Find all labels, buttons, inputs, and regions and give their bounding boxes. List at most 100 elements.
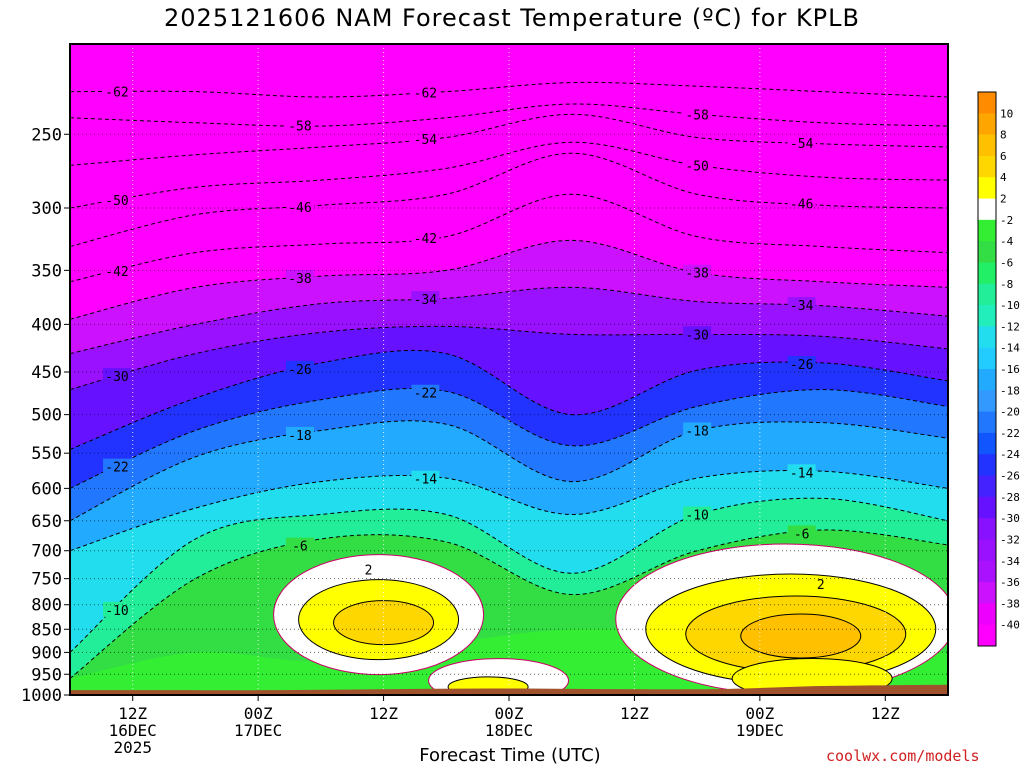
colorbar-frame (977, 91, 997, 647)
x-axis-label: Forecast Time (UTC) (419, 745, 601, 766)
y-tick-label: 900 (31, 643, 62, 663)
isotherm-label--18: -18 (685, 424, 708, 439)
y-tick-label: 1000 (21, 686, 62, 706)
isotherm-label-bg (103, 192, 132, 208)
colorbar-swatch (978, 155, 996, 178)
isotherm-label-bg (787, 464, 816, 480)
isotherm-label--26: -26 (790, 358, 813, 373)
colorbar-swatch (978, 390, 996, 413)
colorbar-swatch (978, 475, 996, 498)
colorbar-label: 8 (1000, 129, 1007, 142)
x-tick-label: 16DEC (109, 721, 157, 740)
y-tick-label: 950 (31, 665, 62, 685)
plot-area: -62 -62-58-58-54 -54-50-50 -46-46-42-42-38-… (70, 44, 948, 695)
isotherm-label-bg (787, 356, 816, 372)
isotherm-label-bg (787, 525, 816, 541)
colorbar-label: -32 (1000, 533, 1020, 546)
colorbar-label: -10 (1000, 299, 1020, 312)
y-tick-label: 750 (31, 570, 62, 590)
x-tick-label: 00Z (495, 704, 524, 723)
warm-region-label: 2 (817, 578, 825, 593)
isotherm-label-bg (285, 198, 314, 214)
isotherm-line--50 (70, 141, 948, 209)
isotherm-label-bg (683, 422, 712, 438)
colorbar-label: -4 (1000, 235, 1014, 248)
x-tick-label: 12Z (118, 704, 147, 723)
colorbar-label: 2 (1000, 193, 1007, 206)
y-tick-label: 850 (31, 620, 62, 640)
isotherm-label-bg (787, 134, 816, 150)
y-tick-label: 500 (31, 406, 62, 426)
isotherm-label--42: -42 (105, 265, 128, 280)
isotherm-label--14: -14 (414, 473, 438, 488)
isotherm-label-bg (103, 601, 132, 617)
warm-region-1-plus4 (333, 600, 435, 646)
y-tick-label: 800 (31, 596, 62, 616)
colorbar-swatch (978, 603, 996, 626)
colorbar-swatch (978, 198, 996, 221)
colorbar-swatch (978, 432, 996, 455)
isotherm-label-bg (285, 117, 314, 133)
colorbar-label: -40 (1000, 619, 1020, 632)
isotherm-label--10: -10 (105, 604, 128, 619)
isotherm-line--18 (70, 420, 948, 522)
y-tick-label: 650 (31, 512, 62, 532)
isotherm-label--46: -46 (790, 197, 813, 212)
isotherm-label--54: -54 (790, 137, 814, 152)
isotherm-label--14: -14 (790, 466, 814, 481)
isotherm-label-bg (683, 326, 712, 342)
ground-terrain (70, 684, 948, 695)
y-tick-label: 550 (31, 444, 62, 464)
x-tick-label: 17DEC (234, 721, 282, 740)
y-tick-label: 700 (31, 542, 62, 562)
colorbar-label: -6 (1000, 256, 1013, 269)
warm-region-2-plus6 (740, 613, 862, 659)
isotherm-label--22: -22 (414, 387, 437, 402)
colorbar-swatch (978, 454, 996, 477)
colorbar-swatch (978, 582, 996, 604)
colorbar-label: -8 (1000, 278, 1013, 291)
colorbar-swatch (978, 326, 996, 349)
y-tick-label: 400 (31, 315, 62, 335)
isotherm-label-bg (683, 106, 712, 122)
x-tick-label: 18DEC (485, 721, 533, 740)
x-tick-label: 00Z (745, 704, 774, 723)
chart-title: 2025121606 NAM Forecast Temperature (ºC)… (164, 4, 860, 32)
colorbar-label: -16 (1000, 363, 1020, 376)
y-tick-label: 300 (31, 199, 62, 219)
colorbar-swatch (978, 369, 996, 391)
isotherm-label-bg (285, 269, 314, 285)
isotherm-label--38: -38 (685, 267, 708, 282)
isotherm-label-bg (411, 84, 440, 100)
isotherm-label-bg (103, 262, 132, 278)
isotherm-label--58: -58 (288, 120, 311, 135)
isotherm-label--30: -30 (685, 328, 708, 343)
isotherm-label--42: -42 (414, 232, 437, 247)
colorbar-label: -14 (1000, 342, 1020, 355)
isotherm-line--38 (70, 239, 948, 320)
isotherm-label-bg (683, 157, 712, 173)
colorbar-swatch (978, 219, 996, 242)
isotherm-label--50: -50 (685, 159, 708, 174)
colorbar-label: -30 (1000, 512, 1020, 525)
isotherm-label-bg (103, 458, 132, 474)
isotherm-label-bg (285, 426, 314, 442)
colorbar-swatch (978, 624, 996, 647)
isotherm-label--34: -34 (414, 293, 438, 308)
isotherm-line--10 (70, 497, 948, 653)
isotherm-label-bg (411, 229, 440, 245)
colorbar-label: 6 (1000, 150, 1007, 163)
isotherm-label--30: -30 (105, 370, 128, 385)
isotherm-label--10: -10 (685, 508, 708, 523)
x-tick-label: 12Z (369, 704, 398, 723)
colorbar-swatch (978, 241, 996, 263)
isotherm-label--6: -6 (794, 527, 810, 542)
isotherm-label--46: -46 (288, 201, 311, 216)
colorbar-label: -18 (1000, 384, 1020, 397)
x-tick-label: 12Z (871, 704, 900, 723)
isotherm-label--38: -38 (288, 272, 311, 287)
colorbar-label: -36 (1000, 576, 1020, 589)
colorbar-swatch (978, 134, 996, 157)
colorbar-label: -12 (1000, 320, 1020, 333)
colorbar-swatch (978, 411, 996, 434)
